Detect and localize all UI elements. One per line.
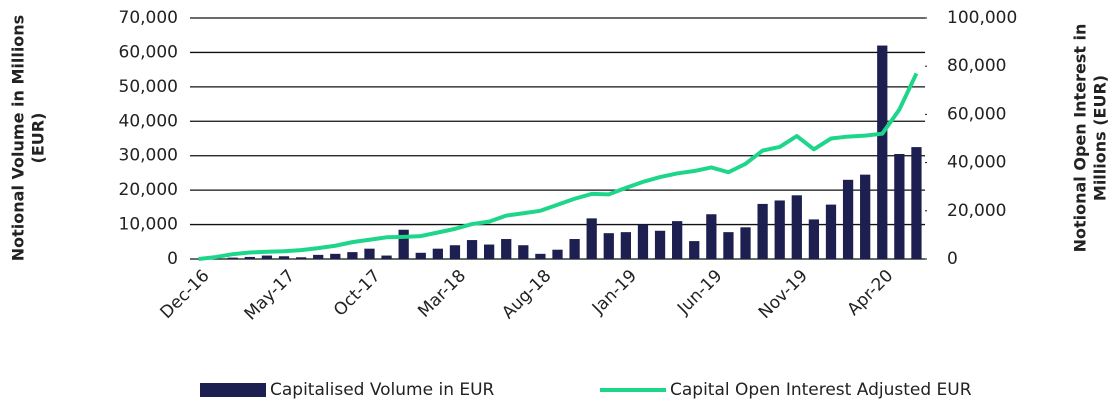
bar (501, 239, 512, 259)
bar (432, 248, 443, 259)
bar (295, 257, 307, 259)
bar (484, 244, 495, 259)
legend-label: Capitalised Volume in EUR (270, 380, 495, 400)
bar (706, 214, 717, 259)
y2-tick-label: 20,000 (947, 201, 1006, 221)
bar (894, 153, 905, 259)
y-tick-label: 70,000 (119, 8, 178, 28)
bar (364, 248, 375, 259)
line (198, 72, 919, 261)
x-tick-label: Oct-17 (330, 266, 385, 321)
legend-swatch (200, 383, 266, 397)
bar (757, 203, 768, 259)
bar (518, 245, 529, 259)
bar (586, 218, 597, 259)
bar (535, 253, 546, 259)
bar (637, 224, 649, 259)
bar (672, 221, 683, 259)
bar (330, 253, 341, 259)
x-tick-label: Nov-19 (755, 266, 812, 323)
legend-label: Capital Open Interest Adjusted EUR (670, 380, 972, 400)
y-tick-label: 40,000 (119, 111, 178, 131)
bar (808, 219, 820, 259)
bar (244, 256, 255, 259)
y2-tick-label: 80,000 (947, 56, 1006, 76)
bar (774, 200, 785, 259)
y-axis-title: Notional Volume in Millions(EUR) (8, 15, 47, 261)
x-tick-label: May-17 (241, 266, 299, 324)
bar (654, 230, 666, 259)
x-tick-label: Aug-18 (498, 266, 555, 323)
y-tick-label: 50,000 (119, 77, 178, 97)
bar (552, 249, 563, 259)
y-tick-label: 20,000 (119, 180, 178, 200)
bar (466, 240, 478, 259)
bar (620, 232, 631, 259)
bar (911, 147, 922, 259)
bar (347, 252, 358, 259)
bar (791, 195, 802, 259)
x-tick-label: Jun-19 (673, 266, 726, 319)
bar (313, 254, 324, 259)
bar (415, 252, 426, 259)
bar (261, 255, 273, 259)
y-tick-label: 30,000 (119, 146, 178, 166)
bar (740, 227, 751, 259)
bar (227, 257, 238, 259)
bar (603, 233, 614, 259)
y2-tick-label: 40,000 (947, 153, 1006, 173)
bar (381, 255, 392, 259)
y-tick-label: 10,000 (119, 215, 178, 235)
x-tick-label: Dec-16 (157, 266, 214, 323)
y-tick-label: 0 (167, 249, 178, 269)
y2-tick-label: 60,000 (947, 104, 1006, 124)
x-tick-label: Apr-20 (844, 266, 898, 320)
y-tick-label: 60,000 (119, 42, 178, 62)
bar (723, 232, 734, 259)
x-tick-label: Mar-18 (414, 266, 470, 322)
bar (278, 256, 290, 259)
bar (398, 229, 409, 259)
x-tick-label: Jan-19 (588, 266, 641, 319)
y2-axis-title: Notional Open Interest inMillions (EUR) (1070, 24, 1109, 253)
bar (449, 245, 461, 259)
y2-tick-label: 0 (947, 249, 958, 269)
bar (842, 179, 854, 259)
bar (860, 174, 871, 259)
bar (689, 241, 700, 259)
y2-tick-label: 100,000 (947, 8, 1017, 28)
bar (825, 204, 837, 259)
bar (877, 45, 888, 259)
bar (569, 239, 580, 259)
